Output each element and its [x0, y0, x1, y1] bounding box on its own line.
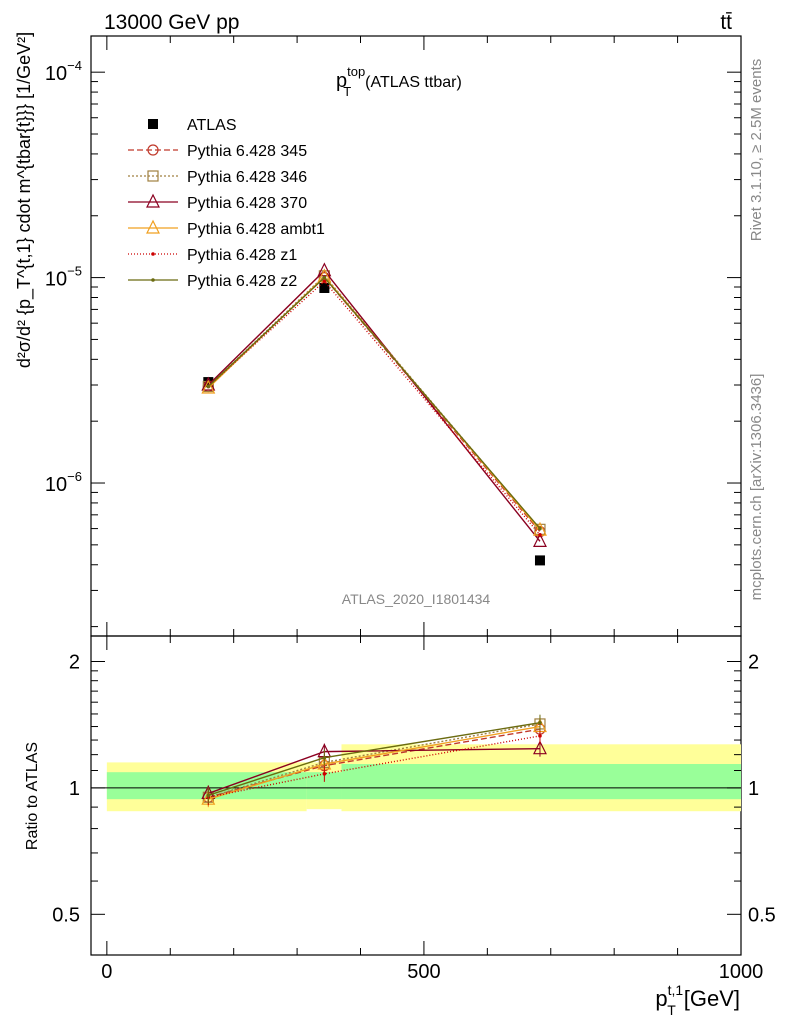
ratio-y-tick-label-left: 1 [69, 778, 80, 800]
ratio-series-group [201, 714, 547, 808]
mc-point-marker [201, 379, 216, 394]
main-series-line [207, 274, 541, 530]
ratio-y-tick-label-left: 2 [69, 651, 80, 673]
main-title-sub: T [343, 84, 351, 99]
main-series-line [207, 269, 541, 542]
ratio-y-tick-label-right: 1 [748, 778, 759, 800]
main-y-tick-label: 10−6 [45, 469, 82, 496]
mc-point-marker [147, 144, 159, 156]
legend-label: Pythia 6.428 345 [187, 143, 307, 160]
main-y-tick-base: 10 [45, 474, 67, 496]
main-y-tick-base: 10 [45, 269, 67, 291]
legend-label: Pythia 6.428 370 [187, 195, 307, 212]
mc-point-marker [538, 720, 542, 725]
mc-point-marker [146, 193, 160, 208]
data-point-marker [319, 282, 330, 293]
main-series-group [201, 262, 547, 566]
mc-point-marker [206, 384, 211, 389]
process-label: tt̄ [720, 11, 732, 34]
legend-label: Pythia 6.428 z1 [187, 247, 297, 264]
mc-point-marker [533, 740, 547, 755]
mc-point-marker [322, 772, 327, 776]
mc-point-marker [322, 275, 327, 280]
mc-point-marker [322, 755, 327, 760]
legend: ATLAS Pythia 6.428 345 Pythia 6.428 346 Pyt… [128, 117, 325, 290]
mc-point-marker [538, 526, 542, 531]
main-y-tick-label: 10−5 [45, 264, 82, 291]
x-label-sup: t,1 [668, 982, 684, 998]
mc-point-marker [151, 252, 155, 256]
ratio-series-line [208, 735, 541, 798]
x-label-main: p [655, 986, 667, 1011]
data-point-marker [148, 119, 158, 129]
mc-point-marker [538, 734, 542, 738]
x-tick-label: 1000 [719, 961, 764, 983]
x-tick-label: 500 [407, 961, 440, 983]
mc-point-marker [151, 278, 155, 282]
mc-point-marker [147, 170, 159, 182]
main-series-line [207, 275, 541, 531]
ratio-uncertainty-bands [91, 744, 741, 812]
mc-point-marker [533, 533, 547, 547]
x-label-unit: [GeV] [684, 986, 740, 1011]
main-title-sup: top [347, 64, 365, 79]
ratio-y-tick-label-right: 2 [748, 651, 759, 673]
legend-label: Pythia 6.428 346 [187, 169, 307, 186]
main-series-line [207, 276, 541, 530]
main-series-line [207, 280, 541, 536]
main-y-tick-label: 10−4 [45, 58, 82, 85]
ratio-y-tick-label-right: 0.5 [748, 904, 776, 926]
legend-label: Pythia 6.428 z2 [187, 273, 297, 290]
legend-label: Pythia 6.428 ambt1 [187, 221, 325, 238]
x-label-sub: T [667, 1002, 676, 1018]
ratio-y-tick-label-left: 0.5 [52, 904, 80, 926]
rivet-label: Rivet 3.1.10, ≥ 2.5M events [748, 59, 765, 242]
main-series-line [207, 276, 541, 533]
mc-point-marker [206, 793, 211, 798]
main-y-axis-label: d²σ/d² {p_T^{t,1} cdot m^{tbar{t}}} [1/G… [14, 32, 35, 368]
analysis-watermark: ATLAS_2020_I1801434 [342, 591, 491, 607]
main-title: ptop T (ATLAS ttbar) [336, 64, 462, 99]
main-y-tick-exp: −5 [67, 264, 82, 279]
mcplots-label: mcplots.cern.ch [arXiv:1306.3436] [748, 374, 765, 601]
energy-label: 13000 GeV pp [104, 11, 239, 34]
main-y-tick-exp: −4 [67, 58, 82, 73]
ratio-y-axis-label: Ratio to ATLAS [24, 742, 41, 850]
stat-uncertainty-band [341, 764, 741, 800]
legend-label: ATLAS [187, 117, 237, 134]
x-tick-label: 0 [101, 961, 112, 983]
main-y-tick-base: 10 [45, 63, 67, 85]
main-title-rest: (ATLAS ttbar) [365, 74, 462, 91]
mc-point-marker [322, 279, 327, 284]
mc-point-marker [317, 262, 332, 277]
main-y-tick-exp: −6 [67, 469, 82, 484]
mc-point-marker [538, 532, 542, 537]
axes-ticks: 10−610−510−40.5 0.51 12 20 500 1000 [45, 36, 776, 983]
x-axis-label: pt,1 T [GeV] [655, 982, 740, 1018]
mc-point-marker [146, 219, 160, 234]
data-point-marker [534, 555, 545, 566]
main-title-main: p [336, 70, 347, 92]
